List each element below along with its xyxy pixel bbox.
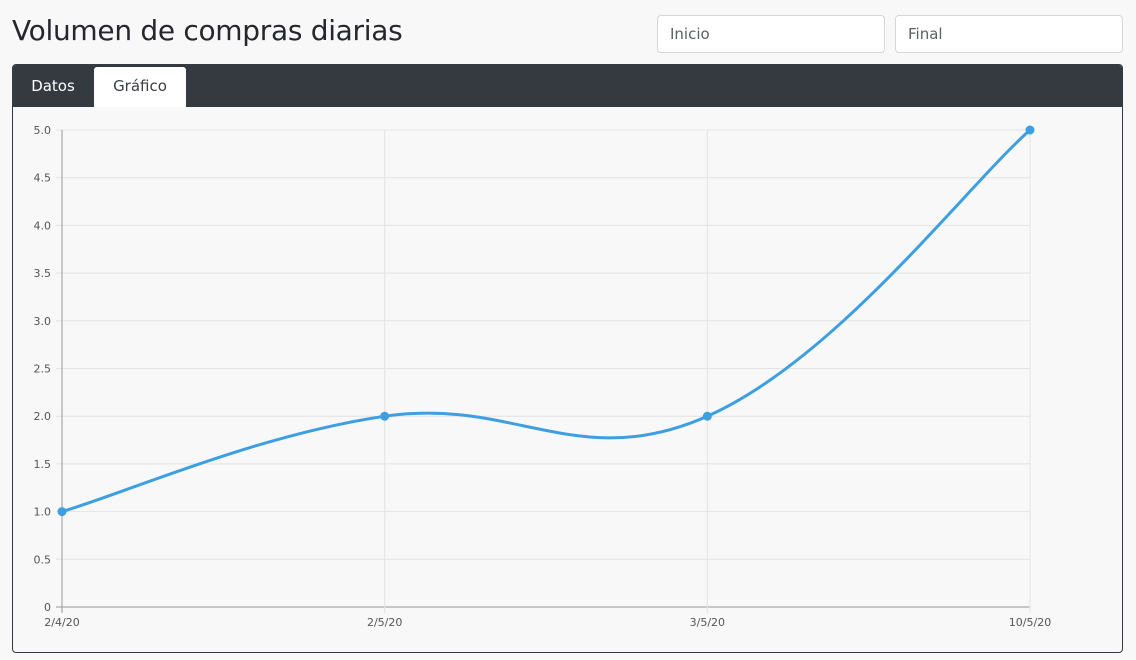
series-line: [61, 128, 1031, 514]
x-tick-label: 2/5/20: [367, 616, 402, 629]
y-tick-label: 3.5: [34, 267, 52, 280]
x-tick-label: 2/4/20: [44, 616, 79, 629]
y-tick-label: 4.5: [34, 172, 52, 185]
tab-chart[interactable]: Gráfico: [94, 67, 186, 107]
y-tick-label: 4.0: [34, 219, 52, 232]
y-tick-label: 0: [44, 601, 51, 614]
data-point: [380, 411, 390, 421]
y-tick-label: 1.5: [34, 458, 52, 471]
tab-data[interactable]: Datos: [31, 77, 75, 95]
tab-bar: Datos Gráfico: [13, 65, 1122, 107]
y-tick-label: 2.0: [34, 410, 52, 423]
line-chart: 0 0.5 1.0 1.5 2.0 2.5 3.0 3.5 4.0 4.5 5.0 2/4/20 2/5…: [34, 124, 1052, 629]
start-date-input[interactable]: [657, 15, 885, 53]
y-tick-label: 1.0: [34, 506, 52, 519]
x-tick-label: 10/5/20: [1009, 616, 1051, 629]
y-tick-label: 5.0: [34, 124, 52, 137]
y-tick-label: 0.5: [34, 553, 52, 566]
y-tick-label: 3.0: [34, 315, 52, 328]
page-title: Volumen de compras diarias: [12, 14, 403, 47]
end-date-input[interactable]: [895, 15, 1123, 53]
data-point: [1025, 125, 1035, 135]
x-tick-label: 3/5/20: [690, 616, 725, 629]
page-header: Volumen de compras diarias: [0, 0, 1136, 64]
chart-area: 0 0.5 1.0 1.5 2.0 2.5 3.0 3.5 4.0 4.5 5.0 2/4/20 2/5…: [13, 107, 1122, 652]
data-point: [702, 411, 712, 421]
chart-card: Datos Gráfico 0 0.5 1.0 1.5 2.0 2.5 3.0 3.5 4.0 4…: [12, 64, 1123, 653]
y-tick-label: 2.5: [34, 363, 52, 376]
data-point: [57, 507, 67, 517]
